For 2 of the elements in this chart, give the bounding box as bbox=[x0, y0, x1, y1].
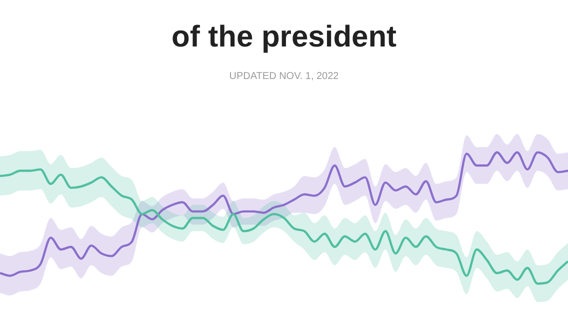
chart-subtitle: UPDATED NOV. 1, 2022 bbox=[229, 70, 340, 82]
chart-title: of the president bbox=[171, 20, 397, 54]
